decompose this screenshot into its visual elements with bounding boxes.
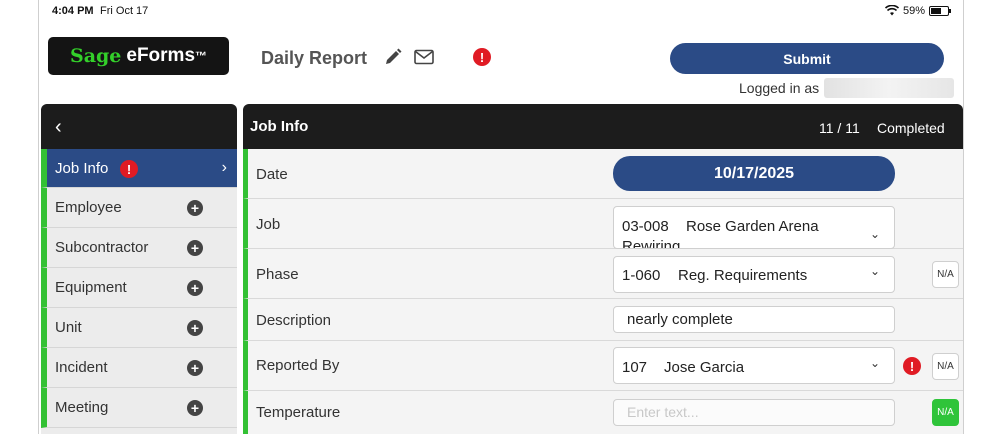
field-label: Phase (256, 266, 299, 283)
sidebar-item-equipment[interactable]: Equipment + (41, 268, 237, 308)
employee-code: 107 (622, 359, 648, 376)
completion-status: Completed (877, 120, 945, 136)
sidebar-item-incident[interactable]: Incident + (41, 348, 237, 388)
pencil-icon[interactable] (384, 48, 402, 66)
add-circle-icon[interactable]: + (187, 280, 203, 296)
sidebar-header: ‹ (41, 104, 237, 149)
sidebar-item-label: Equipment (55, 279, 127, 296)
ipad-screen: 4:04 PM Fri Oct 17 59% Sage eForms ™ Dai… (38, 0, 964, 434)
date-row: Date 10/17/2025 (243, 149, 963, 199)
submit-button[interactable]: Submit (670, 43, 944, 74)
panel-header: Job Info 11 / 11 Completed (243, 104, 963, 149)
add-circle-icon[interactable]: + (187, 240, 203, 256)
logo-product-text: eForms (126, 45, 196, 66)
battery-icon (929, 6, 951, 16)
logo-trademark: ™ (195, 49, 208, 63)
logged-in-label: Logged in as (739, 80, 820, 96)
sidebar-item-job-info[interactable]: Job Info ! › (41, 149, 237, 188)
logo-sage-text: Sage (69, 45, 122, 67)
sidebar: ‹ Job Info ! › Employee + Subcontractor … (41, 104, 237, 434)
back-chevron-icon[interactable]: ‹ (55, 116, 62, 138)
field-label: Date (256, 166, 288, 183)
add-circle-icon[interactable]: + (187, 360, 203, 376)
field-label: Description (256, 312, 332, 329)
description-row: Description nearly complete (243, 299, 963, 341)
panel-title: Job Info (250, 118, 309, 135)
sidebar-item-subcontractor[interactable]: Subcontractor + (41, 228, 237, 268)
field-label: Temperature (256, 404, 341, 421)
field-label: Reported By (256, 357, 340, 374)
logged-in-user-redacted (824, 78, 954, 98)
field-label: Job (256, 216, 281, 233)
sidebar-item-label: Job Info (55, 159, 109, 177)
status-bar: 4:04 PM Fri Oct 17 59% (39, 0, 963, 22)
sidebar-item-label: Subcontractor (55, 239, 149, 256)
sidebar-item-label: Unit (55, 319, 82, 336)
reported-by-alert-icon[interactable]: ! (903, 357, 921, 375)
battery-percent: 59% (903, 5, 926, 17)
reported-by-na-button[interactable]: N/A (932, 353, 959, 380)
add-circle-icon[interactable]: + (187, 400, 203, 416)
phase-select[interactable]: 1-060 Reg. Requirements ⌄ (613, 256, 895, 293)
add-circle-icon[interactable]: + (187, 200, 203, 216)
sidebar-item-label: Employee (55, 199, 122, 216)
phase-row: Phase 1-060 Reg. Requirements ⌄ N/A (243, 249, 963, 299)
status-time: 4:04 PM (52, 5, 94, 17)
sidebar-item-label: Meeting (55, 399, 109, 416)
sidebar-item-meeting[interactable]: Meeting + (41, 388, 237, 428)
job-info-panel: Job Info 11 / 11 Completed Date 10/17/20… (243, 104, 963, 434)
page-title: Daily Report (261, 48, 368, 68)
job-row: Job 03-008 Rose Garden Arena Rewiring ⌄ (243, 199, 963, 249)
sidebar-item-employee[interactable]: Employee + (41, 188, 237, 228)
job-name-line2: Rewiring (622, 238, 681, 249)
sage-eforms-logo: Sage eForms ™ (48, 37, 229, 75)
status-date: Fri Oct 17 (100, 5, 149, 17)
employee-name: Jose Garcia (664, 359, 745, 376)
sidebar-item-unit[interactable]: Unit + (41, 308, 237, 348)
envelope-icon[interactable] (414, 49, 434, 65)
temperature-input[interactable]: Enter text... (613, 399, 895, 426)
chevron-down-icon: ⌄ (869, 356, 880, 370)
phase-code: 1-060 (622, 267, 661, 284)
reported-by-row: Reported By 107 Jose Garcia ⌄ ! N/A (243, 341, 963, 391)
description-input[interactable]: nearly complete (613, 306, 895, 333)
phase-na-button[interactable]: N/A (932, 261, 959, 288)
job-code: 03-008 (622, 218, 669, 235)
chevron-right-icon: › (221, 159, 227, 176)
wifi-icon (885, 5, 899, 16)
temperature-na-toggle[interactable]: N/A (932, 399, 959, 426)
temperature-row: Temperature Enter text... N/A (243, 391, 963, 434)
chevron-down-icon: ⌄ (869, 264, 880, 278)
job-select[interactable]: 03-008 Rose Garden Arena Rewiring ⌄ (613, 206, 895, 249)
header-alert-icon[interactable]: ! (473, 48, 491, 66)
reported-by-select[interactable]: 107 Jose Garcia ⌄ (613, 347, 895, 384)
job-name: Rose Garden Arena (686, 218, 819, 235)
phase-name: Reg. Requirements (678, 267, 808, 284)
completion-count: 11 / 11 (819, 120, 860, 136)
date-picker-button[interactable]: 10/17/2025 (613, 156, 895, 191)
add-circle-icon[interactable]: + (187, 320, 203, 336)
alert-icon: ! (120, 160, 138, 178)
chevron-down-icon: ⌄ (869, 227, 880, 241)
sidebar-item-label: Incident (55, 359, 108, 376)
